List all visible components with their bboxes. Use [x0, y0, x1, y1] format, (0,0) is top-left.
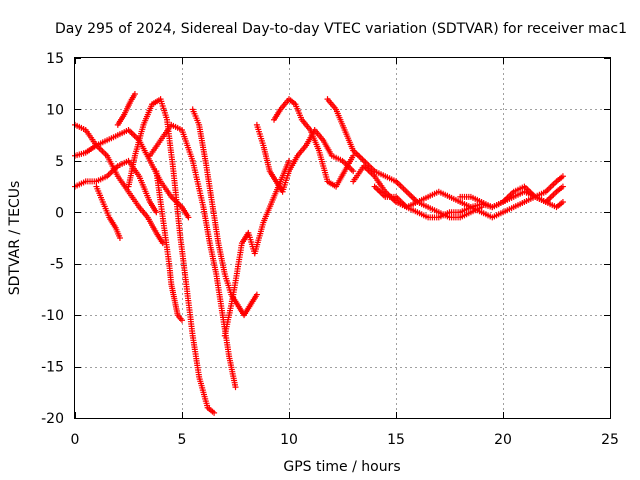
series-trail: [272, 97, 356, 189]
y-tick-label: 0: [55, 205, 64, 221]
series-trail: [153, 170, 184, 322]
y-tick-label: 15: [46, 51, 64, 67]
y-tick-label: -10: [41, 308, 64, 324]
series-sat-d: [93, 183, 123, 241]
plot-border: [74, 57, 611, 419]
y-tick-label: -15: [41, 360, 64, 376]
series-trail: [459, 184, 565, 210]
series-sat-p: [457, 183, 566, 211]
x-tick-label: 5: [178, 432, 187, 448]
x-tick-label: 25: [601, 432, 619, 448]
x-tick-label: 0: [71, 432, 80, 448]
data-points: [72, 91, 566, 416]
series-trail: [190, 108, 259, 317]
series-trail: [115, 92, 137, 127]
series-trail: [74, 122, 165, 245]
series-trail: [126, 97, 216, 415]
y-tick-label: 10: [46, 102, 64, 118]
y-tick-label: 5: [55, 154, 64, 170]
series-trail: [94, 185, 123, 239]
ticks: 0 5 10 15 20 25 -20 -15 -10 -5 0 5 10 15: [41, 51, 619, 448]
series-trail: [254, 124, 355, 193]
grid: [75, 58, 610, 418]
y-axis-label: SDTVAR / TECUs: [7, 181, 23, 296]
series-sat-c: [72, 157, 160, 216]
x-tick-label: 20: [494, 432, 512, 448]
series-sat-j: [221, 157, 292, 339]
x-tick-label: 10: [280, 432, 298, 448]
series-trail: [74, 158, 159, 214]
y-tick-label: -20: [41, 411, 64, 427]
series-sat-g: [153, 168, 185, 324]
series-sat-k: [253, 121, 357, 195]
chart-title: Day 295 of 2024, Sidereal Day-to-day VTE…: [55, 21, 627, 37]
series-sat-h: [146, 121, 239, 391]
y-tick-label: -5: [50, 257, 64, 273]
series-sat-e: [114, 91, 138, 128]
series-sat-f: [125, 96, 218, 416]
x-axis-label: GPS time / hours: [283, 459, 400, 475]
series-sat-i: [189, 106, 260, 319]
series-sat-l: [271, 96, 357, 190]
series-sat-m: [324, 96, 485, 221]
series-trail: [325, 97, 483, 221]
series-trail: [148, 122, 238, 388]
x-tick-label: 15: [387, 432, 405, 448]
